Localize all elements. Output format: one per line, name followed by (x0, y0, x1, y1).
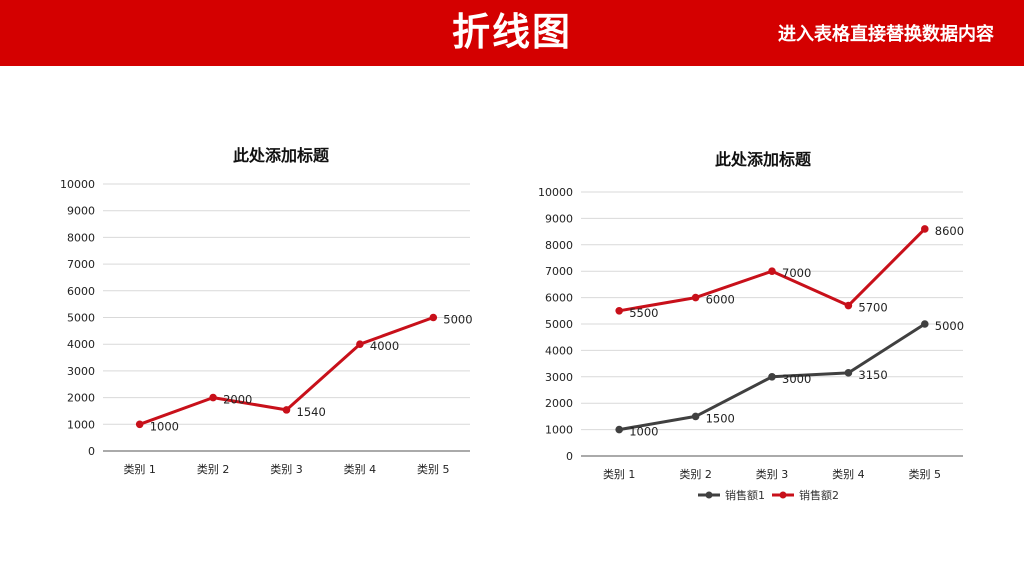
data-label: 1540 (297, 405, 326, 419)
x-tick-label: 类别 5 (909, 467, 942, 481)
y-tick-label: 0 (88, 445, 95, 458)
data-point (282, 406, 291, 414)
y-tick-label: 7000 (545, 265, 573, 278)
data-label: 6000 (706, 293, 735, 307)
legend-label: 销售额1 (725, 488, 765, 502)
data-label: 5000 (935, 319, 964, 333)
y-tick-label: 1000 (67, 418, 95, 431)
y-tick-label: 8000 (67, 231, 95, 244)
x-tick-label: 类别 1 (603, 467, 636, 481)
y-tick-label: 4000 (545, 344, 573, 357)
x-tick-label: 类别 4 (344, 462, 377, 476)
data-point (691, 293, 700, 302)
data-point (135, 420, 144, 429)
chart-title: 此处添加标题 (233, 146, 330, 165)
page-subtitle: 进入表格直接替换数据内容 (778, 24, 994, 45)
data-point (209, 393, 217, 402)
y-tick-label: 4000 (67, 338, 95, 351)
y-tick-label: 10000 (538, 186, 573, 199)
chart-title: 此处添加标题 (715, 150, 812, 169)
data-label: 2000 (223, 393, 252, 407)
data-label: 5700 (858, 301, 887, 315)
data-point (691, 412, 700, 421)
data-label: 5500 (629, 306, 658, 320)
legend-label: 销售额2 (799, 488, 839, 502)
y-tick-label: 6000 (545, 292, 573, 305)
y-tick-label: 5000 (67, 312, 95, 325)
x-tick-label: 类别 1 (123, 462, 156, 476)
y-tick-label: 9000 (67, 205, 95, 218)
data-label: 7000 (782, 266, 811, 280)
x-tick-label: 类别 4 (832, 467, 865, 481)
y-tick-label: 1000 (545, 424, 573, 437)
data-label: 1000 (629, 425, 658, 439)
data-point (429, 313, 438, 322)
legend-marker (779, 491, 787, 499)
y-tick-label: 10000 (60, 178, 95, 191)
legend-marker (705, 491, 713, 499)
data-label: 4000 (370, 339, 399, 353)
y-tick-label: 6000 (67, 285, 95, 298)
x-tick-label: 类别 3 (270, 462, 303, 476)
data-point (844, 369, 853, 377)
y-tick-label: 3000 (545, 371, 573, 384)
y-tick-label: 2000 (67, 392, 95, 405)
y-tick-label: 8000 (545, 239, 573, 252)
data-label: 3000 (782, 372, 811, 386)
data-point (844, 301, 853, 310)
data-point (921, 320, 929, 328)
y-tick-label: 2000 (545, 397, 573, 410)
data-label: 1000 (150, 419, 179, 433)
y-tick-label: 0 (566, 450, 573, 463)
x-tick-label: 类别 3 (756, 467, 789, 481)
data-label: 1500 (706, 411, 735, 425)
line-chart-right: 此处添加标题 0 1000 2000 3000 4000 5000 6000 7000 8000 9… (538, 150, 964, 502)
header-bar: 折线图 进入表格直接替换数据内容 (0, 0, 1024, 66)
y-tick-label: 3000 (67, 365, 95, 378)
data-point (768, 267, 776, 275)
line-chart-left: 此处添加标题 0 1000 2000 3000 4000 5000 6000 7000 8000 9… (60, 146, 473, 476)
data-point (615, 425, 623, 434)
data-point (921, 225, 929, 233)
x-tick-label: 类别 2 (197, 462, 230, 476)
data-point (615, 307, 623, 315)
data-point (768, 373, 776, 381)
data-point (356, 340, 364, 348)
x-tick-label: 类别 5 (417, 462, 450, 476)
y-tick-label: 9000 (545, 212, 573, 225)
x-tick-label: 类别 2 (679, 467, 712, 481)
page-title: 折线图 (451, 10, 572, 54)
data-label: 3150 (858, 368, 887, 382)
data-label: 5000 (443, 313, 472, 327)
y-tick-label: 5000 (545, 318, 573, 331)
y-tick-label: 7000 (67, 258, 95, 271)
data-label: 8600 (935, 224, 964, 238)
